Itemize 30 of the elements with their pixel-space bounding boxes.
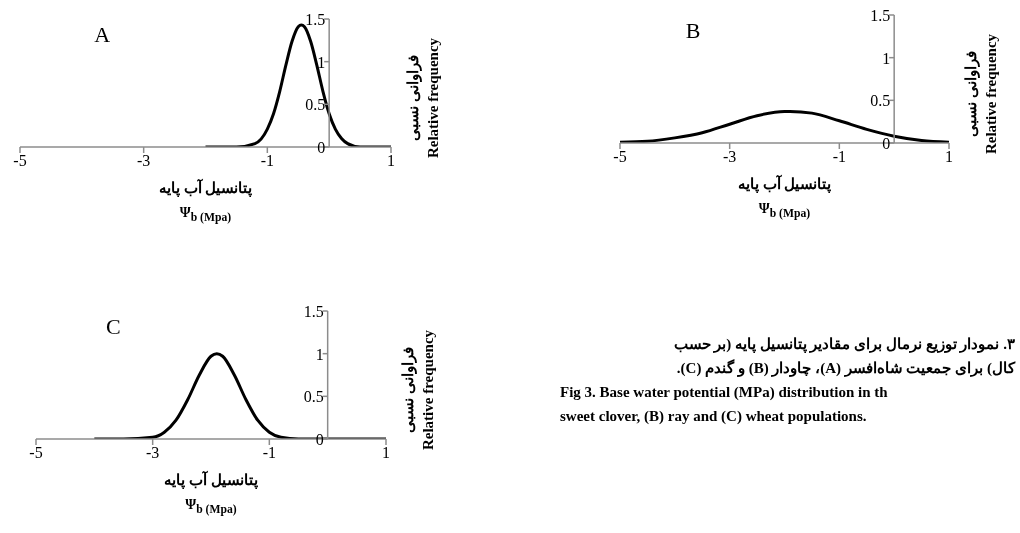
chart-title: B [685, 18, 701, 44]
y-tick-label: 0 [317, 139, 326, 156]
x-tick-label: -3 [723, 148, 737, 166]
y-tick-label: 1 [882, 49, 891, 67]
x-tick-label: -3 [137, 152, 151, 170]
y-tick-label: 1.5 [303, 303, 324, 320]
text: sweet clover, (B) ray and (C) wheat populations. [560, 407, 868, 426]
y-tick-label: 1 [315, 345, 324, 363]
x-tick-label: -1 [260, 152, 274, 170]
x-tick-label: 1 [945, 148, 953, 166]
y-tick-label: 0.5 [870, 92, 891, 110]
x-tick-label: -1 [262, 444, 276, 462]
x-tick-label: 1 [387, 152, 395, 170]
y-tick-label: 1.5 [870, 7, 891, 24]
text: ۳. نمودار توزیع نرمال برای مقادیر پتانسیل پایه (بر حسب [672, 335, 1015, 355]
chart-title: A [94, 22, 111, 48]
y-tick-label: 1.5 [305, 11, 326, 28]
x-tick-label: -1 [832, 148, 846, 166]
chart-title: C [106, 314, 121, 340]
text: کال) برای جمعیت شاه‌افسر (A)، چاودار (B) و گندم (C). [675, 358, 1015, 379]
y-tick-label: 0.5 [305, 96, 326, 114]
x-tick-label: 1 [382, 444, 390, 462]
y-tick-label: 0.5 [303, 388, 324, 406]
x-tick-label: -5 [613, 148, 627, 166]
x-tick-label: -5 [13, 152, 27, 170]
x-tick-label: -5 [29, 444, 43, 462]
y-tick-label: 1 [317, 53, 326, 71]
y-tick-label: 0 [882, 135, 891, 152]
caption: Fig 3. Base water potential (MPa) distribution in th [560, 383, 889, 402]
x-tick-label: -3 [146, 444, 160, 462]
